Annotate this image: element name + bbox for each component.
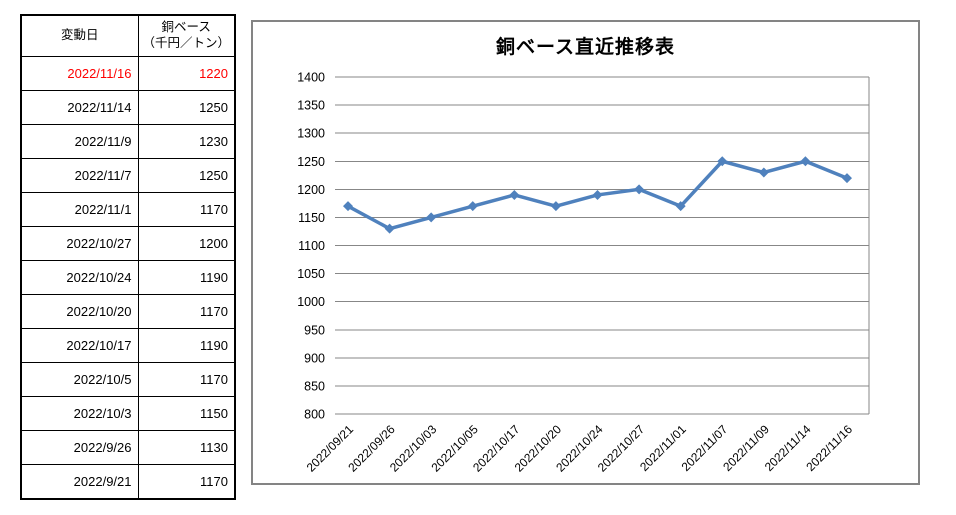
value-cell: 1190 — [137, 260, 236, 295]
table-header-row: 変動日 銅ベース （千円／トン） — [20, 14, 236, 57]
price-table: 変動日 銅ベース （千円／トン） 2022/11/16 1220 2022/11/1… — [20, 14, 236, 500]
date-cell: 2022/10/27 — [20, 226, 139, 261]
y-axis-tick-label: 1150 — [298, 211, 325, 225]
date-column-header: 変動日 — [20, 14, 139, 57]
table-row: 2022/11/9 1230 — [20, 124, 236, 159]
data-point-marker — [509, 189, 520, 200]
value-column-header-line2: （千円／トン） — [142, 36, 230, 50]
y-axis-tick-label: 800 — [304, 408, 325, 422]
value-cell: 1170 — [137, 192, 236, 227]
y-axis-tick-label: 900 — [304, 351, 325, 365]
date-cell: 2022/10/3 — [20, 396, 139, 431]
chart-panel: 銅ベース直近推移表 800 850 900 950 1000 1050 1100 1150 12… — [251, 20, 920, 485]
y-axis-tick-label: 1250 — [297, 155, 325, 169]
value-cell: 1230 — [137, 124, 236, 159]
data-point-marker — [550, 201, 561, 212]
y-axis-tick-label: 950 — [304, 323, 325, 337]
y-axis-tick-label: 1100 — [298, 239, 325, 253]
data-point-marker — [800, 156, 811, 167]
date-cell: 2022/10/24 — [20, 260, 139, 295]
value-column-header: 銅ベース （千円／トン） — [137, 14, 236, 57]
date-column-header-label: 変動日 — [60, 28, 99, 43]
table-row: 2022/10/3 1150 — [20, 396, 236, 431]
table-row: 2022/9/26 1130 — [20, 430, 236, 465]
date-cell: 2022/9/21 — [20, 464, 139, 500]
y-axis-tick-label: 1400 — [297, 71, 325, 85]
date-cell: 2022/11/1 — [20, 192, 139, 227]
table-row: 2022/10/27 1200 — [20, 226, 236, 261]
data-point-marker — [675, 201, 686, 212]
y-axis-tick-label: 1000 — [297, 295, 325, 309]
value-cell: 1250 — [137, 158, 236, 193]
date-cell: 2022/11/14 — [20, 90, 139, 125]
data-point-marker — [426, 212, 437, 223]
data-point-marker — [634, 184, 645, 195]
table-row: 2022/11/7 1250 — [20, 158, 236, 193]
y-axis-tick-label: 1300 — [297, 127, 325, 141]
value-cell: 1220 — [137, 56, 236, 91]
y-axis-tick-label: 1050 — [297, 267, 325, 281]
table-row: 2022/10/20 1170 — [20, 294, 236, 329]
table-row: 2022/10/5 1170 — [20, 362, 236, 397]
value-cell: 1170 — [137, 294, 236, 329]
y-axis-tick-label: 1200 — [297, 183, 325, 197]
data-point-marker — [467, 201, 478, 212]
table-row: 2022/9/21 1170 — [20, 464, 236, 500]
table-row: 2022/10/17 1190 — [20, 328, 236, 363]
date-cell: 2022/10/20 — [20, 294, 139, 329]
table-row: 2022/11/16 1220 — [20, 56, 236, 91]
date-cell: 2022/11/16 — [20, 56, 139, 91]
value-cell: 1150 — [137, 396, 236, 431]
value-cell: 1190 — [137, 328, 236, 363]
y-axis-tick-label: 850 — [304, 379, 325, 393]
data-point-marker — [842, 173, 852, 184]
data-point-marker — [384, 223, 395, 234]
value-column-header-line1: 銅ベース — [161, 20, 211, 35]
date-cell: 2022/11/9 — [20, 124, 139, 159]
table-row: 2022/11/1 1170 — [20, 192, 236, 227]
value-cell: 1200 — [137, 226, 236, 261]
chart-title: 銅ベース直近推移表 — [495, 37, 676, 58]
value-cell: 1130 — [137, 430, 236, 465]
date-cell: 2022/9/26 — [20, 430, 139, 465]
table-row: 2022/10/24 1190 — [20, 260, 236, 295]
line-chart: 800 850 900 950 1000 1050 1100 1150 1200 1250 1300… — [297, 71, 870, 475]
date-cell: 2022/10/17 — [20, 328, 139, 363]
value-cell: 1170 — [137, 362, 236, 397]
data-point-marker — [758, 167, 769, 178]
table-row: 2022/11/14 1250 — [20, 90, 236, 125]
date-cell: 2022/11/7 — [20, 158, 139, 193]
date-cell: 2022/10/5 — [20, 362, 139, 397]
y-axis-tick-label: 1350 — [297, 99, 325, 113]
data-point-marker — [343, 201, 353, 212]
value-cell: 1170 — [137, 464, 236, 500]
data-point-marker — [592, 189, 603, 200]
data-point-marker — [717, 156, 728, 167]
value-cell: 1250 — [137, 90, 236, 125]
